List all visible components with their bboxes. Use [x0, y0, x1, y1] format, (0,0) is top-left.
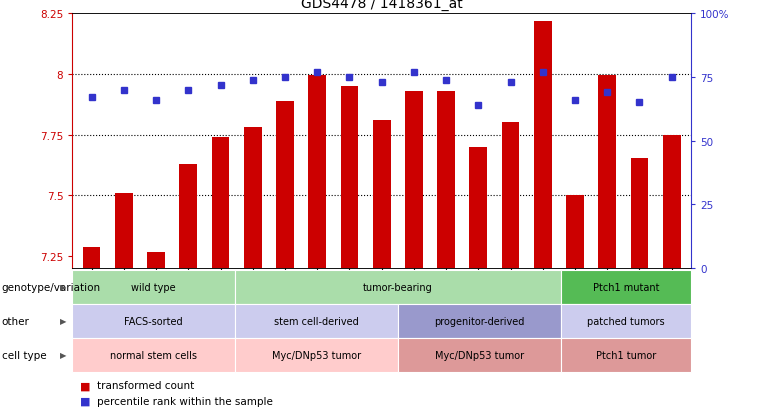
- Bar: [244, 128, 262, 268]
- Text: ▶: ▶: [60, 350, 66, 359]
- Text: patched tumors: patched tumors: [587, 316, 664, 326]
- Text: Myc/DNp53 tumor: Myc/DNp53 tumor: [435, 350, 524, 360]
- Bar: [405, 92, 422, 268]
- Bar: [438, 92, 455, 268]
- Text: other: other: [2, 316, 30, 326]
- Bar: [83, 247, 100, 268]
- Bar: [212, 138, 229, 268]
- Bar: [598, 76, 616, 268]
- Bar: [470, 147, 487, 268]
- Bar: [276, 102, 294, 268]
- Text: Ptch1 mutant: Ptch1 mutant: [593, 282, 659, 292]
- Bar: [180, 164, 197, 268]
- Text: Ptch1 tumor: Ptch1 tumor: [596, 350, 656, 360]
- Title: GDS4478 / 1418361_at: GDS4478 / 1418361_at: [301, 0, 463, 11]
- Bar: [631, 158, 648, 268]
- Bar: [534, 22, 552, 268]
- Bar: [501, 123, 520, 268]
- Text: cell type: cell type: [2, 350, 46, 360]
- Text: ▶: ▶: [60, 282, 66, 292]
- Text: wild type: wild type: [132, 282, 176, 292]
- Text: ■: ■: [80, 380, 91, 390]
- Text: ▶: ▶: [60, 316, 66, 325]
- Text: transformed count: transformed count: [97, 380, 194, 390]
- Bar: [373, 121, 390, 268]
- Text: FACS-sorted: FACS-sorted: [124, 316, 183, 326]
- Text: ■: ■: [80, 396, 91, 406]
- Bar: [308, 76, 326, 268]
- Bar: [147, 252, 165, 268]
- Bar: [115, 193, 132, 268]
- Text: normal stem cells: normal stem cells: [110, 350, 197, 360]
- Text: genotype/variation: genotype/variation: [2, 282, 100, 292]
- Bar: [341, 87, 358, 268]
- Text: tumor-bearing: tumor-bearing: [363, 282, 433, 292]
- Text: Myc/DNp53 tumor: Myc/DNp53 tumor: [272, 350, 361, 360]
- Text: stem cell-derived: stem cell-derived: [274, 316, 359, 326]
- Text: progenitor-derived: progenitor-derived: [434, 316, 524, 326]
- Text: percentile rank within the sample: percentile rank within the sample: [97, 396, 272, 406]
- Bar: [566, 196, 584, 268]
- Bar: [663, 135, 680, 268]
